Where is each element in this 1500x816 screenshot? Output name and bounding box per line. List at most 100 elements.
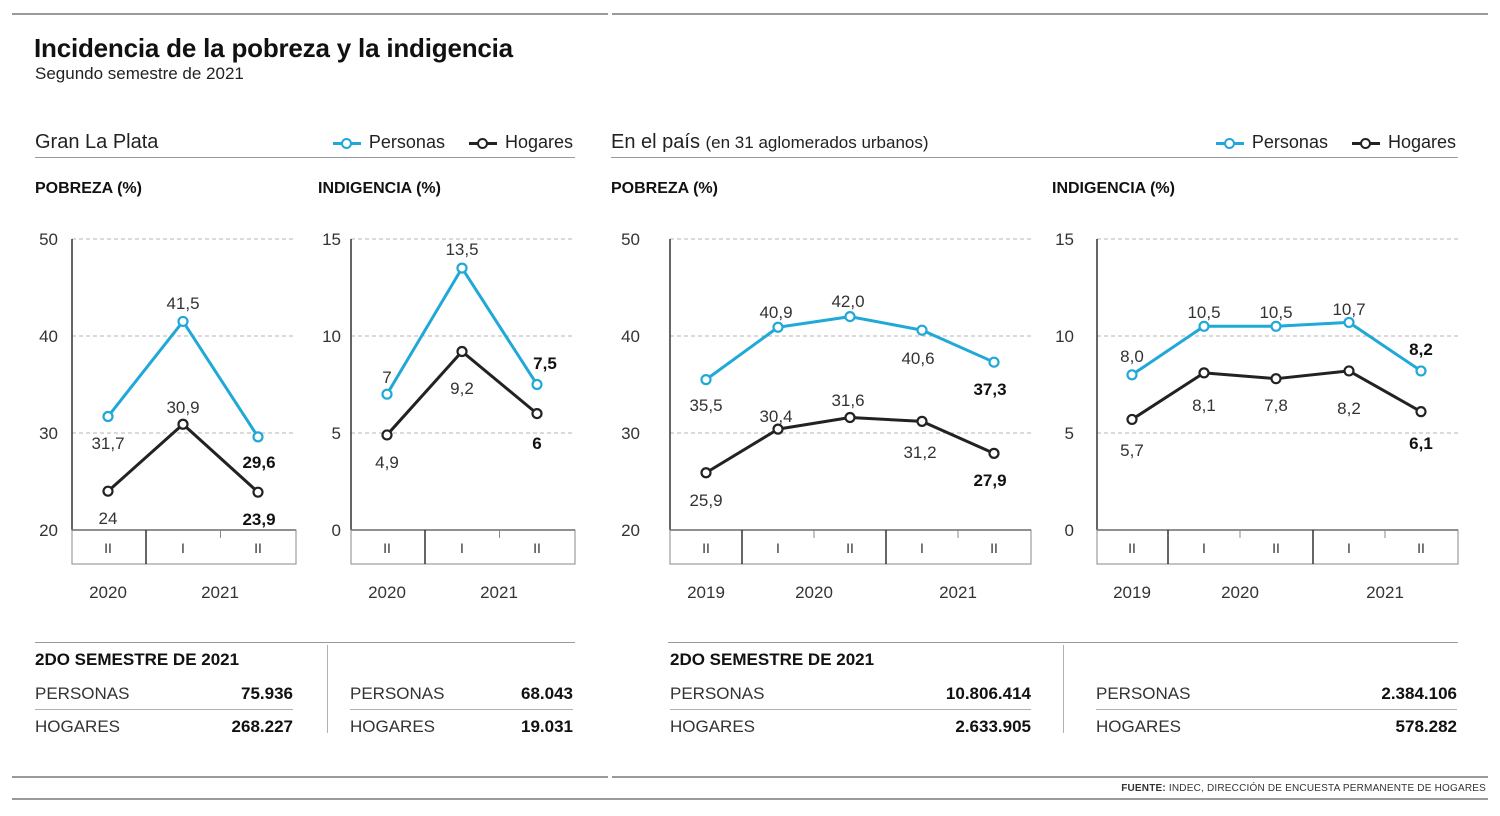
data-label-hogares: 8,1 — [1192, 396, 1216, 415]
data-label-personas: 37,3 — [973, 380, 1006, 399]
y-tick-label: 30 — [39, 424, 58, 443]
series-line-personas — [385, 266, 539, 395]
data-label-hogares: 27,9 — [973, 471, 1006, 490]
data-point-hogares — [772, 423, 784, 435]
table-divider — [327, 645, 328, 733]
top-rule-right — [612, 13, 1488, 15]
data-point-personas — [1415, 365, 1427, 377]
y-tick-label: 50 — [621, 230, 640, 249]
row-label: PERSONAS — [35, 684, 130, 703]
data-point-personas — [381, 388, 393, 400]
table-top-rule-gran-la-plata — [35, 642, 575, 643]
data-label-personas: 31,7 — [91, 434, 124, 453]
data-point-personas — [1343, 316, 1355, 329]
region-note: (en 31 aglomerados urbanos) — [705, 133, 929, 152]
page-title: Incidencia de la pobreza y la indigencia — [34, 33, 513, 63]
data-label-hogares: 31,6 — [831, 391, 864, 410]
data-label-personas: 10,7 — [1332, 300, 1365, 319]
year-label: 2020 — [795, 583, 833, 602]
year-label: 2021 — [480, 583, 518, 602]
legend: Personas Hogares — [309, 132, 573, 153]
row-value: 268.227 — [231, 717, 293, 736]
data-label-personas: 7 — [382, 368, 391, 387]
y-tick-label: 30 — [621, 424, 640, 443]
region-name: Gran La Plata — [35, 131, 159, 153]
data-point-hogares — [1126, 413, 1138, 426]
semester-label: II — [1272, 540, 1280, 556]
row-value: 10.806.414 — [945, 684, 1031, 703]
data-point-personas — [177, 315, 189, 328]
semester-box — [350, 529, 576, 565]
semester-box — [1096, 529, 1459, 565]
semester-label: II — [254, 540, 262, 556]
semester-label: II — [104, 540, 112, 556]
y-tick-label: 15 — [1055, 230, 1074, 249]
y-tick-label: 40 — [621, 327, 640, 346]
data-label-personas: 10,5 — [1259, 303, 1292, 322]
data-point-personas — [1198, 320, 1210, 332]
semester-box — [71, 529, 297, 565]
y-tick-label: 10 — [322, 327, 341, 346]
data-point-hogares — [252, 486, 264, 498]
year-label: 2019 — [1113, 583, 1151, 602]
table-row-hogares: HOGARES 268.227 — [35, 710, 293, 742]
data-point-personas — [844, 311, 856, 323]
table-heading-gran-la-plata: 2DO SEMESTRE DE 2021 — [35, 650, 240, 669]
data-label-personas: 7,5 — [533, 354, 557, 373]
legend: Personas Hogares — [1192, 132, 1456, 153]
region-title: En el país (en 31 aglomerados urbanos) — [611, 131, 929, 154]
legend-label-personas: Personas — [368, 132, 445, 152]
data-point-personas — [988, 356, 1000, 368]
source-text: INDEC, DIRECCIÓN DE ENCUESTA PERMANENTE … — [1168, 783, 1486, 794]
data-point-hogares — [177, 418, 189, 430]
semester-label: II — [533, 540, 541, 556]
hogares-line-icon — [468, 137, 497, 149]
semester-label: I — [920, 540, 924, 556]
data-point-personas — [772, 321, 784, 333]
semester-box — [669, 529, 1032, 565]
data-label-hogares: 23,9 — [242, 510, 275, 529]
year-label: 2020 — [89, 583, 127, 602]
row-label: PERSONAS — [1096, 684, 1191, 703]
legend-item-hogares: Hogares — [1351, 132, 1456, 153]
y-tick-label: 5 — [332, 424, 341, 443]
data-label-hogares: 8,2 — [1337, 399, 1361, 418]
data-label-hogares: 30,9 — [166, 398, 199, 417]
data-label-personas: 41,5 — [166, 294, 199, 313]
data-label-hogares: 6 — [532, 434, 541, 453]
hogares-line-icon — [1351, 137, 1380, 149]
data-point-hogares — [916, 415, 928, 427]
data-point-hogares — [700, 467, 712, 479]
panel-title: POBREZA (%) — [35, 180, 142, 197]
row-label: HOGARES — [1096, 717, 1182, 736]
table-row-hogares: HOGARES 19.031 — [350, 710, 573, 742]
table-row-hogares: HOGARES 578.282 — [1096, 710, 1457, 742]
data-label-personas: 42,0 — [831, 292, 864, 311]
data-point-personas — [1270, 320, 1282, 332]
semester-label: I — [776, 540, 780, 556]
row-value: 19.031 — [521, 717, 573, 736]
year-label: 2021 — [1366, 583, 1404, 602]
region-name: En el país — [611, 131, 700, 153]
data-point-hogares — [1415, 406, 1427, 418]
panel-title: POBREZA (%) — [611, 180, 718, 197]
semester-label: II — [1128, 540, 1136, 556]
page-subtitle: Segundo semestre de 2021 — [35, 64, 244, 83]
row-value: 578.282 — [1395, 717, 1457, 736]
data-point-hogares — [1198, 367, 1210, 379]
data-point-personas — [700, 374, 712, 386]
semester-label: I — [1347, 540, 1351, 556]
source-note: FUENTE: INDEC, DIRECCIÓN DE ENCUESTA PER… — [1121, 783, 1486, 794]
semester-label: II — [846, 540, 854, 556]
data-label-personas: 29,6 — [242, 453, 275, 472]
data-label-hogares: 4,9 — [375, 453, 399, 472]
y-tick-label: 10 — [1055, 327, 1074, 346]
series-line-personas — [705, 315, 995, 381]
region-header-pais: En el país (en 31 aglomerados urbanos) P… — [611, 131, 1458, 158]
semester-label: II — [383, 540, 391, 556]
year-label: 2021 — [939, 583, 977, 602]
source-label: FUENTE: — [1121, 783, 1166, 794]
legend-item-personas: Personas — [332, 132, 445, 153]
data-point-hogares — [456, 345, 468, 358]
top-rule-left — [12, 13, 608, 15]
